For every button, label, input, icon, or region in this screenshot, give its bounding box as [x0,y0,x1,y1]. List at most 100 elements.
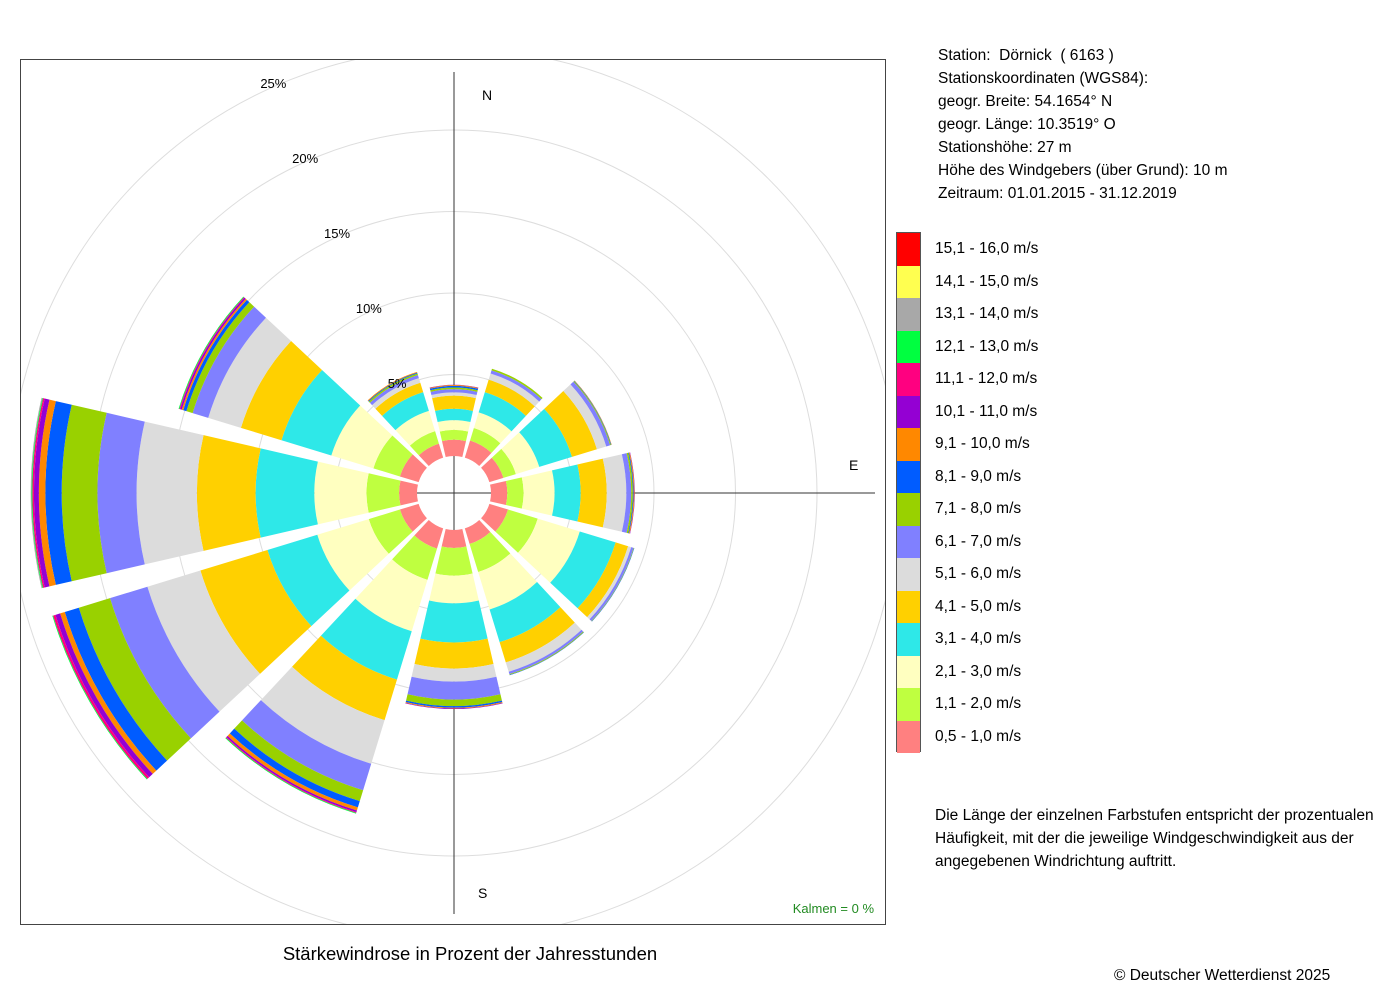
sector-band [442,439,466,457]
sector-band [563,384,607,450]
sector-band [589,547,634,622]
sector-band [382,392,429,431]
sector-band [587,546,632,620]
ring-label: 5% [388,376,407,391]
sector-band [429,573,479,604]
sector-band [602,454,627,532]
sector-60 [481,380,612,483]
south-label: S [478,885,487,901]
sector-band [437,420,471,432]
longitude: geogr. Länge: 10.3519° O [938,116,1116,133]
sector-band [490,370,542,402]
sector-band [320,598,412,680]
sector-band [551,464,581,522]
sector-band [478,392,526,432]
chart-title: Stärkewindrose in Prozent der Jahresstun… [282,943,658,964]
sector-330 [367,371,444,466]
sector-band [405,702,503,709]
sector-band [373,435,413,477]
sector-band [414,638,494,669]
latitude: geogr. Breite: 54.1654° N [938,93,1113,110]
sector-band [183,299,250,412]
legend-swatch [897,525,920,558]
sector-90 [490,452,635,534]
sector-150 [464,520,584,676]
legend-swatch [897,558,920,591]
sector-band [478,553,538,610]
sector-270 [30,397,418,589]
sector-band [136,421,204,565]
legend-swatch [897,655,920,688]
station-name: Station: Dörnick ( 6163 ) [938,47,1114,64]
sector-band [577,542,629,618]
sector-band [229,728,360,808]
sector-band [491,448,516,478]
sector-band [429,384,479,388]
coords-title: Stationskoordinaten (WGS84): [938,70,1149,87]
sector-band [331,405,393,469]
legend-swatch [897,688,920,721]
legend-label: 4,1 - 5,0 m/s [935,597,1022,615]
sector-band [411,664,497,682]
sector-band [317,519,389,591]
legend-label: 1,1 - 2,0 m/s [935,695,1022,712]
sector-band [192,306,267,418]
legend-label: 12,1 - 13,0 m/s [935,337,1039,355]
sector-band [64,607,168,771]
sector-band [577,458,607,528]
sector-band [414,520,444,549]
sector-band [629,452,635,534]
ring-label: 20% [292,151,318,166]
legend-swatch [897,428,920,461]
sector-band [60,611,157,774]
sector-300 [178,296,427,483]
legend-label: 9,1 - 10,0 m/s [935,435,1030,452]
sector-band [406,694,502,707]
sector-band [409,431,439,456]
legend-label: 7,1 - 8,0 m/s [935,500,1022,517]
station-height: Stationshöhe: 27 m [938,139,1072,156]
sector-band [484,379,535,416]
sector-band [200,550,312,674]
legend-swatch [897,493,920,526]
sector-band [489,582,561,643]
sector-band [505,477,524,509]
period: Zeitraum: 01.01.2015 - 31.12.2019 [938,185,1177,202]
sector-band [33,398,50,588]
sector-band [372,378,421,409]
sector-band [495,509,538,553]
legend-label: 6,1 - 7,0 m/s [935,532,1022,550]
ring-label: 15% [324,226,350,241]
sector-band [518,518,580,583]
sector-band [418,443,444,466]
sector-band [491,368,543,400]
sector-band [570,381,611,447]
sector-band [61,404,107,582]
sector-band [147,570,261,712]
sector-band [368,373,418,403]
legend-swatch [897,623,920,656]
legend-label: 11,1 - 12,0 m/s [935,370,1038,387]
sector-band [488,373,540,407]
sector-band [186,302,255,414]
sector-band [78,598,191,761]
sector-band [234,720,364,802]
copyright: © Deutscher Wetterdienst 2025 [1114,967,1331,984]
legend-label: 2,1 - 3,0 m/s [935,662,1022,680]
calms-label: Kalmen = 0 % [793,901,875,916]
sector-band [395,410,436,446]
sector-band [481,503,509,532]
sector-band [399,454,427,483]
sector-band [501,432,540,475]
sector-band [550,531,616,609]
sector-band [292,635,397,721]
sector-band [464,440,492,466]
sector-band [392,535,437,580]
legend-swatch [897,460,920,493]
legend-swatch [897,330,920,363]
legend-label: 8,1 - 9,0 m/s [935,467,1022,485]
legend-swatch [897,720,920,753]
sector-band [55,613,153,778]
sector-band [240,341,323,441]
ring-labels: 5% 10% 15% 20% 25% [260,76,407,391]
